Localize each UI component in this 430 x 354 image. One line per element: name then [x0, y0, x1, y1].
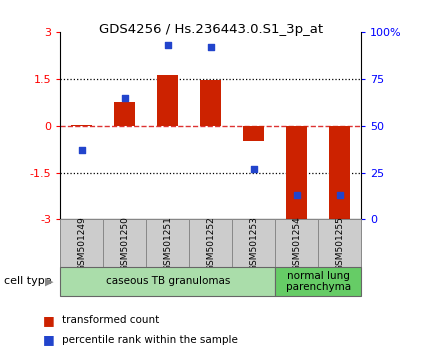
Bar: [243, 126, 264, 141]
Bar: [60, 267, 275, 296]
Bar: [146, 219, 189, 267]
Bar: [232, 219, 275, 267]
Text: caseous TB granulomas: caseous TB granulomas: [105, 276, 230, 286]
Bar: [329, 126, 350, 221]
Text: ■: ■: [43, 333, 55, 346]
Point: [78, 147, 85, 153]
Point: [250, 166, 257, 172]
Bar: [200, 80, 221, 126]
Text: normal lung
parenchyma: normal lung parenchyma: [286, 270, 351, 292]
Bar: [71, 125, 92, 126]
Point: [164, 42, 171, 48]
Point: [336, 192, 343, 198]
Point: [121, 95, 128, 101]
Point: [207, 44, 214, 50]
Bar: [60, 219, 103, 267]
Text: GSM501252: GSM501252: [206, 216, 215, 271]
Bar: [275, 219, 318, 267]
Bar: [103, 219, 146, 267]
Text: ■: ■: [43, 314, 55, 327]
Text: GSM501251: GSM501251: [163, 216, 172, 271]
Text: percentile rank within the sample: percentile rank within the sample: [62, 335, 238, 345]
Point: [293, 192, 300, 198]
Text: GSM501254: GSM501254: [292, 216, 301, 271]
Text: GSM501255: GSM501255: [335, 216, 344, 271]
Text: transformed count: transformed count: [62, 315, 160, 325]
Text: GSM501250: GSM501250: [120, 216, 129, 271]
Bar: [318, 219, 361, 267]
Text: cell type: cell type: [4, 276, 52, 286]
Text: GDS4256 / Hs.236443.0.S1_3p_at: GDS4256 / Hs.236443.0.S1_3p_at: [98, 23, 323, 36]
Text: GSM501253: GSM501253: [249, 216, 258, 271]
Bar: [189, 219, 232, 267]
Bar: [157, 75, 178, 126]
Bar: [275, 267, 361, 296]
Text: ▶: ▶: [45, 276, 54, 286]
Text: GSM501249: GSM501249: [77, 216, 86, 271]
Bar: [286, 126, 307, 223]
Bar: [114, 102, 135, 126]
